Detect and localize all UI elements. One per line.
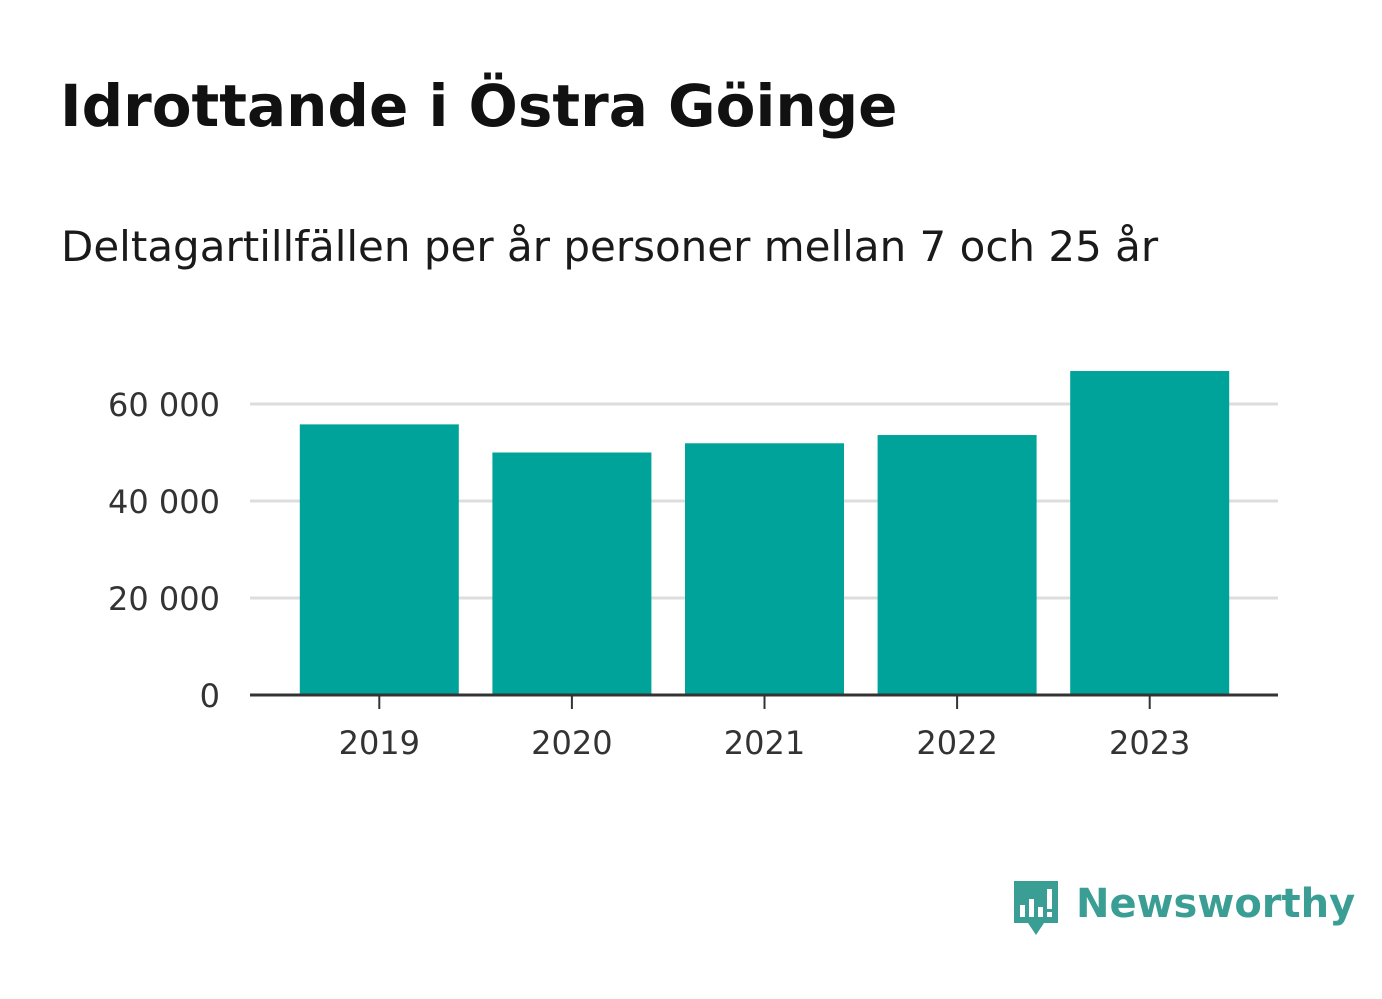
bar [492,452,652,695]
bar [1070,371,1230,695]
bar [877,435,1037,695]
chart-title: Idrottande i Östra Göinge [60,72,898,140]
x-tick-label: 2021 [724,724,805,762]
chart-subtitle: Deltagartillfällen per år personer mella… [61,222,1159,271]
newsworthy-logo-icon [1014,881,1058,935]
y-tick-label: 40 000 [108,483,220,521]
x-tick-label: 2020 [531,724,612,762]
bar [685,443,844,695]
brand-name: Newsworthy [1076,881,1356,927]
axes [250,693,1278,709]
y-tick-label: 20 000 [108,580,220,618]
bar [299,424,459,695]
bars [299,371,1230,695]
x-tick-label: 2022 [916,724,997,762]
brand-logo: Newsworthy [1010,876,1355,940]
y-tick-label: 0 [200,677,220,715]
tick-labels: 0 20 000 40 000 60 000 2019 2020 2021 2022 2023 [108,386,1190,762]
y-tick-label: 60 000 [108,386,220,424]
x-tick-label: 2019 [339,724,420,762]
x-tick-label: 2023 [1109,724,1190,762]
